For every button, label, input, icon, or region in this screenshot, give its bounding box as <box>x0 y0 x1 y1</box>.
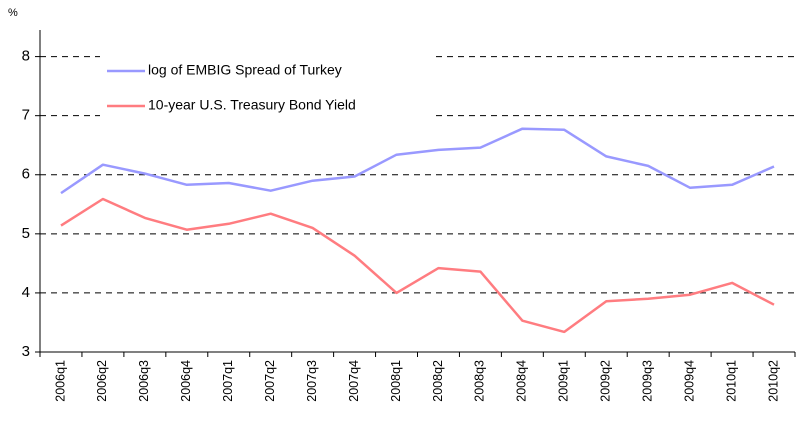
x-tick-label: 2008q3 <box>473 360 487 402</box>
x-tick-label: 2009q2 <box>599 360 613 402</box>
series-line <box>60 127 775 195</box>
series-line <box>60 197 775 334</box>
x-tick-label: 2010q2 <box>766 360 780 402</box>
y-tick-label: 5 <box>22 225 30 242</box>
y-tick-label: 7 <box>22 107 30 124</box>
x-tick-label: 2006q3 <box>137 360 151 402</box>
x-tick-label: 2010q1 <box>724 360 738 402</box>
x-tick-label: 2006q2 <box>95 360 109 402</box>
x-tick-label: 2007q3 <box>305 360 319 402</box>
x-tick-label: 2007q2 <box>263 360 277 402</box>
x-tick-label: 2007q1 <box>221 360 235 402</box>
x-tick-label: 2006q4 <box>179 360 193 402</box>
y-tick-label: 8 <box>22 48 30 65</box>
legend-label: 10-year U.S. Treasury Bond Yield <box>148 97 356 113</box>
x-tick-label: 2009q1 <box>557 360 571 402</box>
x-tick-label: 2008q1 <box>389 360 403 402</box>
x-tick-label: 2007q4 <box>347 360 361 402</box>
x-tick-label: 2009q4 <box>682 360 696 402</box>
x-tick-label: 2008q4 <box>515 360 529 402</box>
x-tick-label: 2009q3 <box>640 360 654 402</box>
y-tick-label: 6 <box>22 166 30 183</box>
y-tick-label: 3 <box>22 343 30 360</box>
x-tick-label: 2008q2 <box>431 360 445 402</box>
legend-box <box>100 48 436 128</box>
y-tick-label: 4 <box>22 284 30 301</box>
y-axis-unit: % <box>8 7 18 19</box>
x-tick-label: 2006q1 <box>53 360 67 402</box>
legend-label: log of EMBIG Spread of Turkey <box>148 62 342 78</box>
